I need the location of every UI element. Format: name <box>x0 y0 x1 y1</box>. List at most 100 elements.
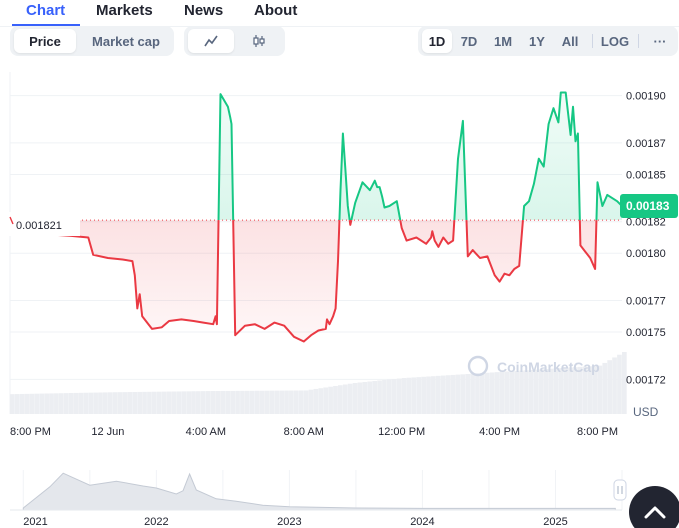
range-7d-button[interactable]: 7D <box>460 33 478 49</box>
volume-bar <box>504 371 510 414</box>
volume-bar <box>245 390 250 414</box>
volume-bar <box>279 390 284 414</box>
price-area-above-baseline <box>10 92 622 221</box>
volume-bar <box>524 370 529 414</box>
volume-bar <box>465 374 471 414</box>
x-axis: 8:00 PM 12 Jun 4:00 AM 8:00 AM 12:00 PM 4:00 … <box>10 426 618 438</box>
y-tick-label: 0.00180 <box>626 248 666 260</box>
volume-bar <box>543 369 549 414</box>
volume-bar <box>342 384 348 414</box>
volume-bar <box>450 374 456 414</box>
volume-bar <box>112 392 118 414</box>
current-price-badge <box>620 193 678 218</box>
tab-markets[interactable]: Markets <box>96 2 153 19</box>
tab-chart[interactable]: Chart <box>26 2 66 19</box>
range-all-button[interactable]: All <box>561 33 579 49</box>
volume-bar <box>122 392 128 414</box>
volume-bar <box>313 388 319 414</box>
volume-bar <box>475 373 480 414</box>
volume-bar <box>215 390 221 414</box>
navigator-tick-label: 2025 <box>543 516 567 528</box>
volume-bar <box>480 373 485 414</box>
volume-bar <box>107 392 113 414</box>
volume-bar <box>78 392 84 414</box>
watermark-text: CoinMarketCap <box>497 359 600 375</box>
chevron-up-icon <box>644 506 666 519</box>
volume-bar <box>558 368 564 414</box>
volume-bar <box>196 391 201 414</box>
baseline-label-bg <box>0 212 80 236</box>
volume-bar <box>259 390 265 414</box>
volume-bar <box>205 391 211 414</box>
volume-bar <box>284 390 289 414</box>
volume-bar <box>88 392 94 414</box>
volume-bar <box>34 393 40 414</box>
range-navigator[interactable]: 2021 2022 2023 2024 2025 <box>0 462 679 528</box>
volume-bar <box>14 394 20 414</box>
currency-label: USD <box>633 405 659 419</box>
volume-bar <box>249 390 255 414</box>
price-toggle-button[interactable]: Price <box>14 29 76 53</box>
volume-bar <box>147 391 152 414</box>
volume-bar <box>416 377 422 414</box>
price-chart[interactable]: CoinMarketCap 0.001900.001870.001850.001… <box>0 60 679 440</box>
volume-bar <box>186 391 191 414</box>
volume-bar <box>166 391 172 414</box>
log-scale-button[interactable]: LOG <box>600 33 630 49</box>
volume-bar <box>612 357 617 414</box>
volume-bar <box>210 391 216 414</box>
range-1d-button[interactable]: 1D <box>422 29 452 53</box>
volume-bar <box>333 385 338 414</box>
volume-bar <box>372 381 377 414</box>
volume-bar <box>489 372 495 414</box>
volume-bar <box>519 370 524 414</box>
baseline-marker <box>9 216 14 225</box>
volume-bar <box>156 391 162 414</box>
navigator-handle[interactable] <box>613 479 627 501</box>
volume-bar <box>298 390 304 414</box>
volume-bar <box>73 392 79 414</box>
tab-about[interactable]: About <box>254 2 298 19</box>
volume-bar <box>533 369 539 414</box>
volume-bar <box>24 393 30 414</box>
volume-bar <box>181 391 187 414</box>
volume-bar <box>563 367 568 414</box>
volume-bar <box>68 393 74 414</box>
candlestick-button[interactable] <box>236 29 282 53</box>
volume-bar <box>367 381 373 414</box>
volume-bar <box>406 377 412 414</box>
y-tick-label: 0.00185 <box>626 169 666 181</box>
price-line-up <box>9 91 623 221</box>
scroll-top-button[interactable] <box>629 486 679 528</box>
volume-bar <box>338 385 343 414</box>
volume-bar <box>29 393 35 414</box>
more-options-button[interactable]: ··· <box>653 33 667 49</box>
volume-bar <box>63 393 69 414</box>
range-1m-button[interactable]: 1M <box>493 33 513 49</box>
volume-bar <box>509 371 515 414</box>
market-cap-toggle-button[interactable]: Market cap <box>92 33 160 49</box>
navigator-tick-label: 2021 <box>23 516 47 528</box>
volume-bar <box>382 380 387 414</box>
volume-bar <box>323 387 329 414</box>
volume-bar <box>440 375 446 414</box>
x-tick-label: 4:00 PM <box>479 426 520 438</box>
volume-bar <box>240 390 245 414</box>
tab-news[interactable]: News <box>184 2 224 19</box>
candlestick-icon <box>253 35 265 47</box>
range-divider <box>638 34 639 48</box>
volume-bar <box>352 383 358 414</box>
volume-bar <box>587 366 593 414</box>
volume-bar <box>553 368 559 414</box>
volume-bar <box>514 370 519 414</box>
range-1y-button[interactable]: 1Y <box>529 33 545 49</box>
volume-bar <box>431 376 436 414</box>
volume-bars <box>10 352 627 414</box>
volume-bar <box>58 393 64 414</box>
volume-bar <box>347 383 353 414</box>
volume-bar <box>460 374 466 414</box>
volume-bar <box>49 393 54 414</box>
active-tab-indicator <box>12 24 80 26</box>
y-axis: 0.00190 0.00187 0.00185 0.00182 0.00180 0.001… <box>626 91 666 387</box>
line-chart-button[interactable] <box>188 29 234 53</box>
